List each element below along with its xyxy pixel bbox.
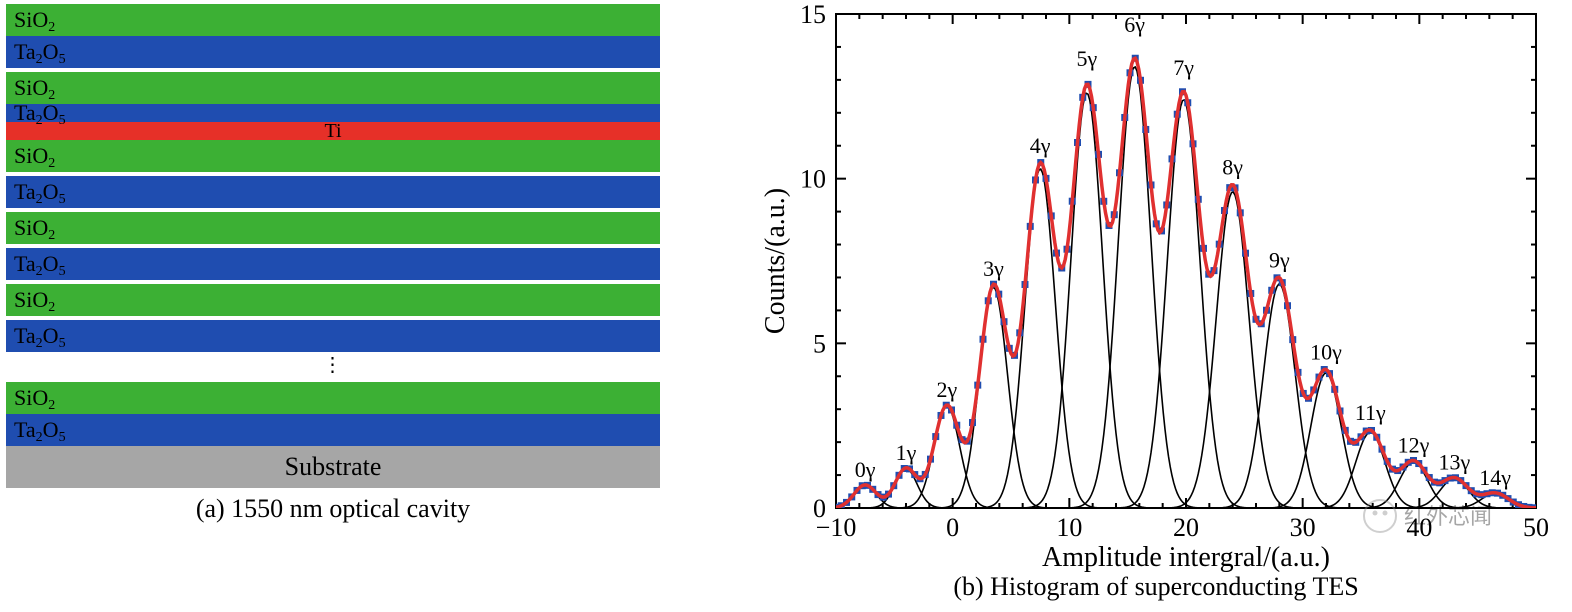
layer-ta2o5: Ta2O5 xyxy=(6,320,660,352)
layer-sio2: SiO2 xyxy=(6,212,660,244)
layer-label: SiO2 xyxy=(14,215,55,241)
svg-text:11γ: 11γ xyxy=(1355,400,1386,425)
caption-b: (b) Histogram of superconducting TES xyxy=(740,572,1572,602)
svg-text:0: 0 xyxy=(813,494,826,523)
chart-svg: −1001020304050051015Counts/(a.u.)Amplitu… xyxy=(740,0,1572,572)
layer-sio2: SiO2 xyxy=(6,72,660,104)
layer-label: Ta2O5 xyxy=(14,39,66,65)
layer-label: Ta2O5 xyxy=(14,100,66,126)
optical-cavity-diagram: SiO2 Ta2O5 SiO2 Ta2O5 Ti SiO2 Ta2O5 SiO2… xyxy=(0,0,740,612)
svg-text:12γ: 12γ xyxy=(1398,433,1430,458)
svg-text:5: 5 xyxy=(813,329,826,358)
layer-label: Ta2O5 xyxy=(14,417,66,443)
svg-text:5γ: 5γ xyxy=(1076,46,1097,71)
layer-label: Ta2O5 xyxy=(14,179,66,205)
svg-text:红外芯闻: 红外芯闻 xyxy=(1404,504,1492,529)
layer-ta2o5: Ta2O5 xyxy=(6,414,660,446)
layer-label: SiO2 xyxy=(14,75,55,101)
layer-sio2: SiO2 xyxy=(6,382,660,414)
svg-text:9γ: 9γ xyxy=(1269,248,1290,273)
layer-ta2o5: Ta2O5 xyxy=(6,36,660,68)
layer-label: Ti xyxy=(324,120,341,143)
svg-text:30: 30 xyxy=(1290,513,1316,542)
svg-text:0γ: 0γ xyxy=(855,457,876,482)
caption-a: (a) 1550 nm optical cavity xyxy=(6,494,660,524)
svg-text:13γ: 13γ xyxy=(1438,450,1470,475)
svg-text:Amplitude intergral/(a.u.): Amplitude intergral/(a.u.) xyxy=(1042,542,1330,572)
svg-text:10: 10 xyxy=(800,165,826,194)
layer-ta2o5: Ta2O5 xyxy=(6,176,660,208)
svg-text:0: 0 xyxy=(946,513,959,542)
histogram-chart: −1001020304050051015Counts/(a.u.)Amplitu… xyxy=(740,0,1572,612)
layer-ta2o5: Ta2O5 xyxy=(6,248,660,280)
layer-sio2: SiO2 xyxy=(6,4,660,36)
svg-text:15: 15 xyxy=(800,0,826,29)
layer-label: SiO2 xyxy=(14,287,55,313)
layer-substrate: Substrate xyxy=(6,446,660,488)
svg-text:20: 20 xyxy=(1173,513,1199,542)
svg-text:3γ: 3γ xyxy=(983,256,1004,281)
svg-text:6γ: 6γ xyxy=(1124,12,1145,37)
ellipsis: ⋮ xyxy=(6,352,660,382)
svg-text:1γ: 1γ xyxy=(896,440,917,465)
layer-label: Ta2O5 xyxy=(14,323,66,349)
layer-label: SiO2 xyxy=(14,143,55,169)
svg-text:14γ: 14γ xyxy=(1479,465,1511,490)
svg-text:7γ: 7γ xyxy=(1173,55,1194,80)
layer-sio2: SiO2 xyxy=(6,140,660,172)
layer-sio2: SiO2 xyxy=(6,284,660,316)
svg-text:8γ: 8γ xyxy=(1222,155,1243,180)
layer-ti: Ti xyxy=(6,122,660,140)
svg-text:4γ: 4γ xyxy=(1030,133,1051,158)
svg-text:10: 10 xyxy=(1056,513,1082,542)
layer-label: Ta2O5 xyxy=(14,251,66,277)
svg-text:50: 50 xyxy=(1523,513,1549,542)
layer-label: SiO2 xyxy=(14,7,55,33)
layer-label: SiO2 xyxy=(14,385,55,411)
layer-label: Substrate xyxy=(285,452,382,482)
layer-stack: SiO2 Ta2O5 SiO2 Ta2O5 Ti SiO2 Ta2O5 SiO2… xyxy=(6,4,660,488)
svg-text:10γ: 10γ xyxy=(1310,339,1342,364)
svg-text:Counts/(a.u.): Counts/(a.u.) xyxy=(760,188,791,334)
svg-text:2γ: 2γ xyxy=(936,377,957,402)
